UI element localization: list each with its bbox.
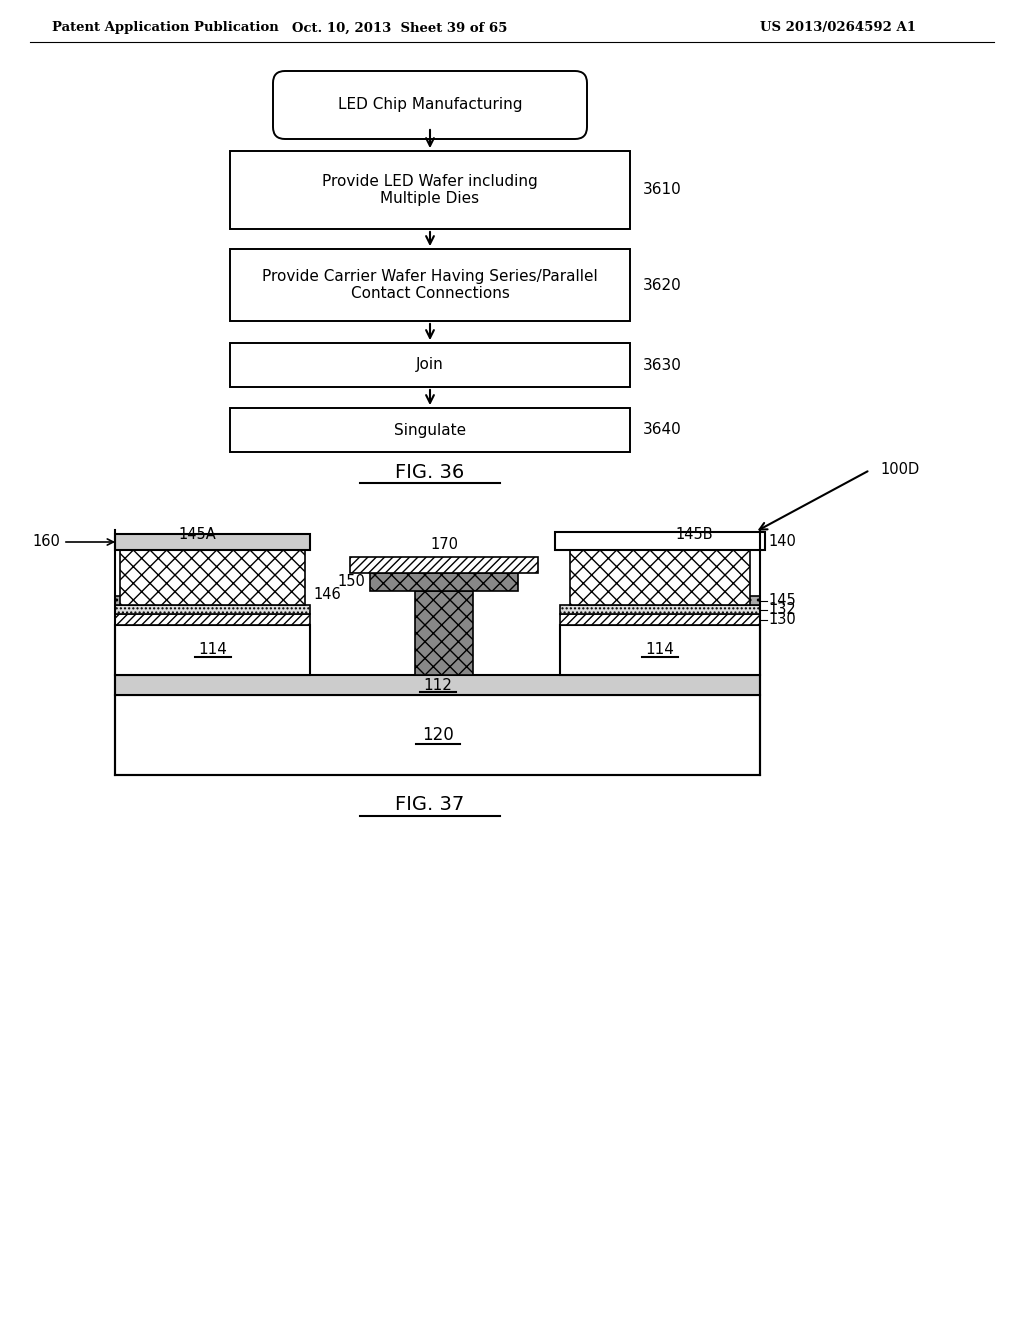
Text: 146: 146: [313, 587, 341, 602]
Text: 160: 160: [32, 535, 60, 549]
Text: Singulate: Singulate: [394, 422, 466, 437]
Text: 145B: 145B: [675, 527, 713, 543]
Text: FIG. 36: FIG. 36: [395, 462, 465, 482]
Bar: [115, 675, 760, 696]
Text: 3640: 3640: [643, 422, 682, 437]
Text: Patent Application Publication: Patent Application Publication: [52, 21, 279, 34]
Bar: [230, 150, 630, 228]
Bar: [115, 624, 310, 675]
Bar: [115, 696, 760, 775]
Text: 3610: 3610: [643, 182, 682, 198]
Bar: [230, 343, 630, 387]
Text: Join: Join: [416, 358, 443, 372]
Text: 100D: 100D: [880, 462, 920, 478]
Text: 145: 145: [768, 593, 796, 609]
Bar: [120, 550, 305, 605]
Text: 132: 132: [768, 602, 796, 616]
Text: LED Chip Manufacturing: LED Chip Manufacturing: [338, 98, 522, 112]
Text: Provide LED Wafer including
Multiple Dies: Provide LED Wafer including Multiple Die…: [323, 174, 538, 206]
Bar: [570, 550, 750, 605]
Text: 145A: 145A: [178, 527, 216, 543]
Text: 140: 140: [768, 533, 796, 549]
Bar: [115, 605, 310, 614]
Bar: [415, 591, 473, 675]
Bar: [350, 557, 538, 573]
Text: 114: 114: [198, 643, 227, 657]
Text: 170: 170: [430, 537, 458, 552]
Bar: [560, 614, 760, 624]
Bar: [732, 597, 760, 605]
Text: 150: 150: [337, 574, 365, 590]
Bar: [115, 614, 310, 624]
Text: 3630: 3630: [643, 358, 682, 372]
Text: 3620: 3620: [643, 277, 682, 293]
Text: 112: 112: [423, 677, 452, 693]
Text: Provide Carrier Wafer Having Series/Parallel
Contact Connections: Provide Carrier Wafer Having Series/Para…: [262, 269, 598, 301]
Bar: [230, 408, 630, 451]
Bar: [560, 624, 760, 675]
Bar: [115, 597, 143, 605]
Text: 120: 120: [422, 726, 454, 744]
Bar: [555, 532, 765, 550]
Bar: [370, 573, 518, 591]
Text: US 2013/0264592 A1: US 2013/0264592 A1: [760, 21, 916, 34]
Text: Oct. 10, 2013  Sheet 39 of 65: Oct. 10, 2013 Sheet 39 of 65: [292, 21, 508, 34]
Text: FIG. 37: FIG. 37: [395, 796, 465, 814]
Text: 114: 114: [645, 643, 675, 657]
FancyBboxPatch shape: [273, 71, 587, 139]
Bar: [115, 535, 310, 550]
Bar: [560, 605, 760, 614]
Bar: [230, 249, 630, 321]
Text: 130: 130: [768, 612, 796, 627]
